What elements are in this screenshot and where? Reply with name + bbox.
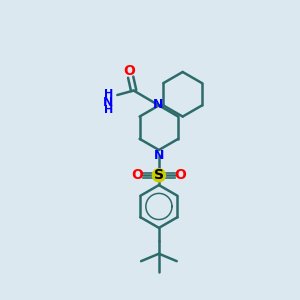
Text: O: O <box>131 168 143 182</box>
Text: O: O <box>123 64 135 78</box>
Text: H: H <box>104 105 113 115</box>
Text: H: H <box>104 88 113 98</box>
Circle shape <box>152 169 166 182</box>
Text: N: N <box>153 98 163 111</box>
Text: N: N <box>154 149 164 162</box>
Text: N: N <box>103 96 114 109</box>
Text: S: S <box>154 168 164 182</box>
Text: O: O <box>175 168 187 182</box>
